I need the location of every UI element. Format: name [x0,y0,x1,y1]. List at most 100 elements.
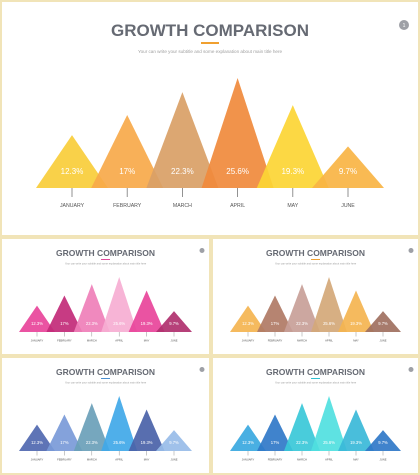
title-underline [101,259,110,260]
triangle-bar [19,424,55,451]
triangle-bar [284,403,320,451]
category-label: JANUARY [31,458,44,462]
triangle-bar [46,414,83,451]
triangle-bar [365,311,401,332]
value-label: 25.6% [323,321,335,326]
chart-svg: GROWTH COMPARISON Your can write your sub… [230,367,414,462]
value-label: 9.7% [378,321,388,326]
category-label: MARCH [297,458,307,462]
triangle-bar [46,295,83,332]
category-label: FEBRUARY [57,339,72,343]
category-label: MARCH [87,339,97,343]
value-label: 22.3% [86,440,98,445]
value-label: 9.7% [169,440,179,445]
category-label: FEBRUARY [57,458,72,462]
triangle-bar [257,414,293,451]
chart-svg: GROWTH COMPARISON Your can write your sub… [19,367,205,462]
category-label: APRIL [325,339,333,343]
triangle-bar [338,290,374,332]
category-label: APRIL [115,339,123,343]
value-label: 22.3% [296,321,308,326]
slide-5: GROWTH COMPARISON Your can write your sub… [211,356,420,475]
category-label: MAY [144,458,150,462]
value-label: 19.3% [141,321,153,326]
triangle-bar [36,135,108,188]
page-number-badge [199,248,205,253]
value-label: 12.3% [61,167,84,176]
slide-title: GROWTH COMPARISON [111,21,309,40]
title-underline [311,259,320,260]
triangle-bar [19,305,55,332]
category-label: MARCH [87,458,97,462]
value-label: 19.3% [141,440,153,445]
triangle-bar [257,295,293,332]
triangle-bar [365,430,401,451]
category-label: MAY [144,339,150,343]
category-label: JUNE [379,458,386,462]
category-label: FEBRUARY [268,458,283,462]
triangle-bar [311,277,347,332]
triangle-bar [91,114,164,188]
value-label: 22.3% [86,321,98,326]
value-label: 17% [60,440,69,445]
triangle-bar [73,284,110,332]
page-number-badge [408,248,414,253]
triangle-bar [101,277,138,332]
value-label: 25.6% [323,440,335,445]
page-number-badge [399,20,409,30]
slide-subtitle: Your can write your subtitle and some ex… [275,262,357,266]
triangle-bar [312,146,384,188]
triangle-bar [338,409,374,451]
title-underline [101,378,110,379]
slide-title: GROWTH COMPARISON [266,248,365,258]
slide-2: GROWTH COMPARISON Your can write your sub… [0,237,211,356]
category-label: APRIL [230,203,245,209]
title-underline [311,378,320,379]
category-label: MAY [287,203,298,209]
value-label: 12.3% [242,440,254,445]
value-label: 25.6% [113,440,125,445]
value-label: 12.3% [31,440,43,445]
triangle-bar [128,290,165,332]
value-label: 9.7% [378,440,388,445]
slide-title: GROWTH COMPARISON [56,248,155,258]
value-label: 12.3% [242,321,254,326]
triangle-bar [156,311,192,332]
page-number: 1 [403,23,406,29]
chart-svg: GROWTH COMPARISON Your can write your sub… [230,248,414,343]
category-label: MAY [353,458,359,462]
slide-subtitle: Your can write your subtitle and some ex… [138,49,283,54]
category-label: JUNE [170,339,177,343]
triangle-bar [230,305,266,332]
triangle-bar [201,78,274,188]
category-label: JANUARY [242,339,255,343]
value-label: 17% [271,321,280,326]
triangle-bar [284,284,320,332]
value-label: 22.3% [296,440,308,445]
triangle-bar [73,403,110,451]
category-label: MAY [353,339,359,343]
category-label: MARCH [173,203,192,209]
value-label: 9.7% [339,167,357,176]
category-label: JUNE [170,458,177,462]
value-label: 17% [271,440,280,445]
value-label: 25.6% [113,321,125,326]
slide-1: GROWTH COMPARISON Your can write your sub… [0,0,420,237]
category-label: APRIL [325,458,333,462]
triangle-bar [156,430,192,451]
value-label: 19.3% [350,440,362,445]
category-label: APRIL [115,458,123,462]
triangle-bar [128,409,165,451]
value-label: 22.3% [171,167,194,176]
slide-subtitle: Your can write your subtitle and some ex… [275,381,357,385]
category-label: JUNE [379,339,386,343]
triangle-bar [311,396,347,451]
value-label: 19.3% [350,321,362,326]
category-label: JANUARY [60,203,85,209]
category-label: FEBRUARY [268,339,283,343]
title-underline [201,42,219,44]
category-label: JUNE [341,203,355,209]
value-label: 19.3% [281,167,304,176]
chart-svg: GROWTH COMPARISON Your can write your sub… [36,20,409,209]
value-label: 25.6% [226,167,249,176]
